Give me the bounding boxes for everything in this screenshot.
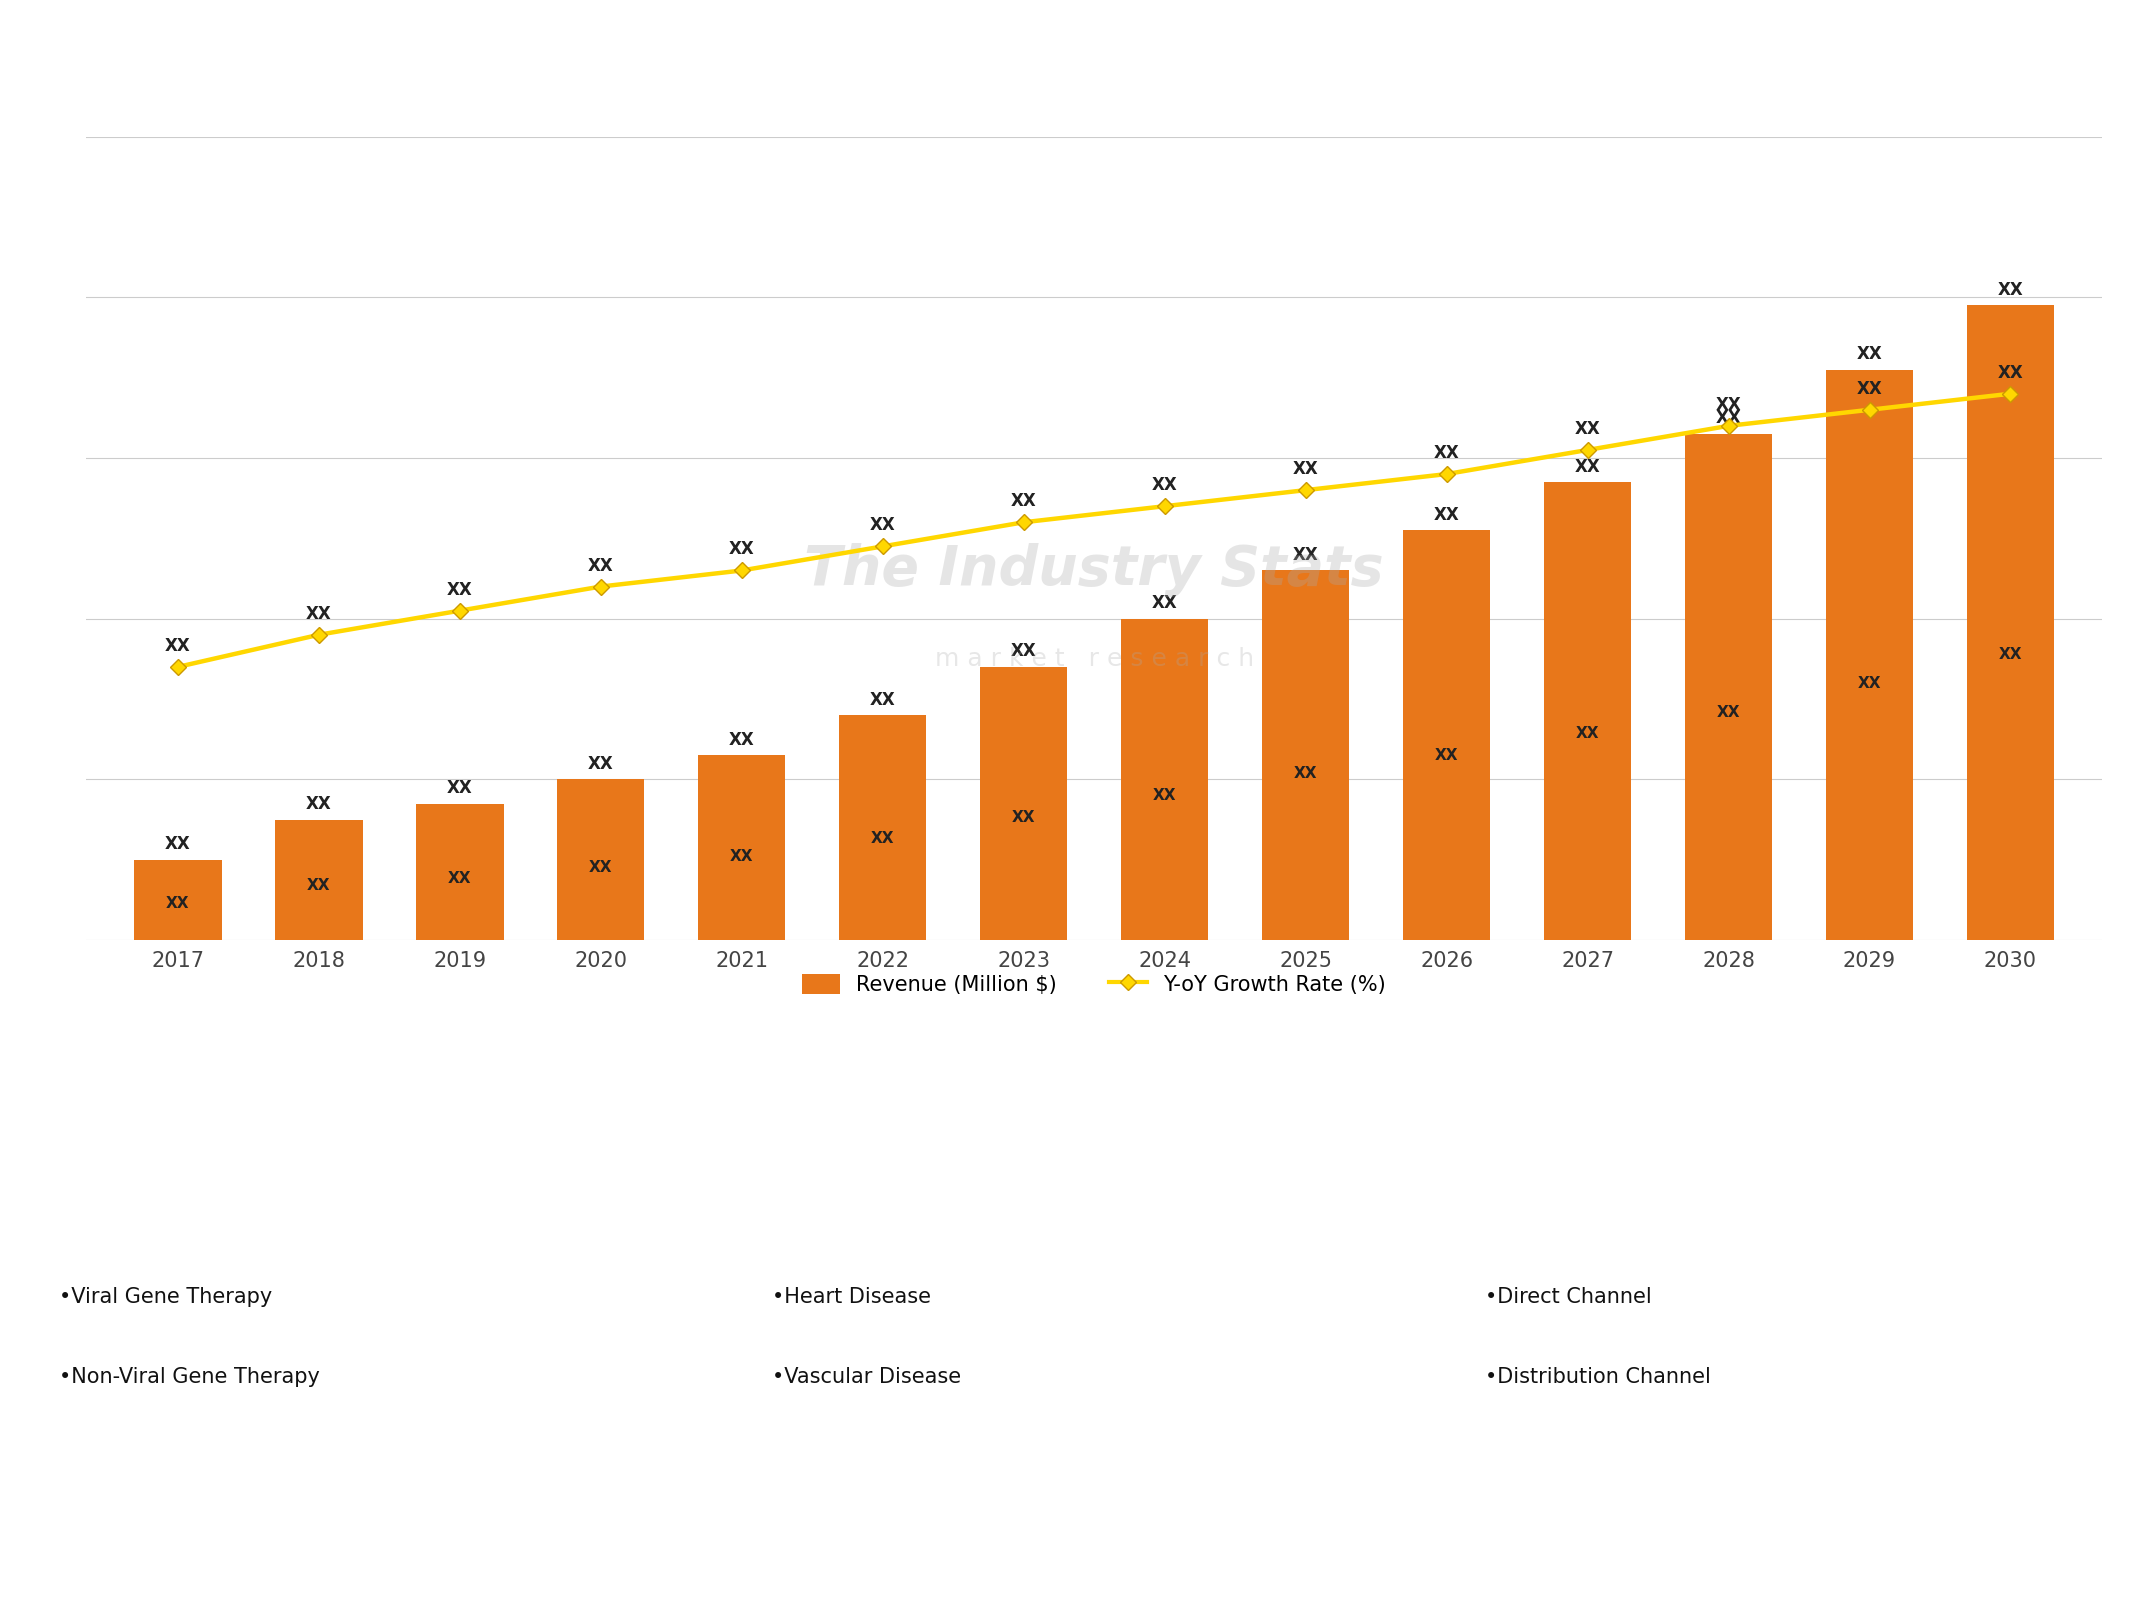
Text: XX: XX [306,879,330,893]
Legend: Revenue (Million $), Y-oY Growth Rate (%): Revenue (Million $), Y-oY Growth Rate (%… [793,966,1395,1003]
Text: XX: XX [871,831,895,847]
Bar [134,860,222,940]
Text: XX: XX [166,897,190,911]
Bar [1121,619,1207,940]
Text: Fig. Global Gene Therapy on Cardiovascular Disease Market Status and Outlook: Fig. Global Gene Therapy on Cardiovascul… [26,43,1339,71]
Text: XX: XX [1574,458,1600,476]
Bar [276,820,362,940]
Bar [699,755,785,940]
Text: XX: XX [1294,767,1317,781]
Text: XX: XX [1999,363,2022,381]
Text: •Viral Gene Therapy: •Viral Gene Therapy [58,1287,272,1308]
Text: XX: XX [1576,726,1600,741]
Text: XX: XX [166,636,190,656]
Bar [416,804,505,940]
Text: XX: XX [1999,281,2022,299]
Text: XX: XX [1856,346,1882,363]
Text: XX: XX [1716,705,1740,720]
Text: •Non-Viral Gene Therapy: •Non-Viral Gene Therapy [58,1366,319,1387]
Text: XX: XX [1434,506,1460,524]
Text: XX: XX [1294,460,1319,479]
Text: XX: XX [1858,677,1882,691]
Text: •Heart Disease: •Heart Disease [772,1287,931,1308]
Bar [839,715,927,940]
Text: XX: XX [1434,444,1460,463]
Bar [1826,370,1912,940]
Text: XX: XX [729,540,755,558]
Text: XX: XX [446,779,472,797]
Text: XX: XX [448,871,472,885]
Text: Application: Application [1003,1143,1153,1167]
Text: XX: XX [1011,643,1037,660]
Text: XX: XX [589,556,614,575]
Text: Source: Theindustrystats Analysis: Source: Theindustrystats Analysis [86,1544,431,1562]
Text: XX: XX [1436,749,1457,763]
Text: Website: www.theindustrystats.com: Website: www.theindustrystats.com [1552,1544,1921,1562]
Text: XX: XX [589,860,612,876]
Bar [981,667,1067,940]
Text: XX: XX [1999,648,2022,662]
Text: XX: XX [1151,595,1177,612]
Text: Sales Channels: Sales Channels [1690,1143,1891,1167]
Text: XX: XX [1856,379,1882,399]
Text: XX: XX [1716,410,1742,427]
Bar [1684,434,1772,940]
Text: XX: XX [1153,787,1177,804]
Text: XX: XX [731,850,752,865]
Text: The Industry Stats: The Industry Stats [804,543,1384,598]
Text: XX: XX [1151,476,1177,495]
Text: XX: XX [1574,419,1600,439]
Bar [1966,305,2055,940]
Text: m a r k e t   r e s e a r c h: m a r k e t r e s e a r c h [934,648,1255,670]
Text: XX: XX [1011,810,1035,824]
Text: XX: XX [1716,395,1742,415]
Text: XX: XX [1011,492,1037,511]
Text: XX: XX [1294,546,1319,564]
Text: XX: XX [166,836,190,853]
Text: Email: sales@theindustrystats.com: Email: sales@theindustrystats.com [819,1544,1175,1562]
Text: XX: XX [729,731,755,749]
Text: XX: XX [306,604,332,624]
Bar [1261,570,1350,940]
Text: XX: XX [446,580,472,599]
Text: XX: XX [589,755,614,773]
Text: XX: XX [869,516,895,534]
Text: •Direct Channel: •Direct Channel [1485,1287,1651,1308]
Bar [1544,482,1632,940]
Text: XX: XX [306,795,332,813]
Bar [1404,530,1490,940]
Text: Product Types: Product Types [272,1143,459,1167]
Text: •Distribution Channel: •Distribution Channel [1485,1366,1710,1387]
Text: XX: XX [869,691,895,709]
Bar [556,779,645,940]
Text: •Vascular Disease: •Vascular Disease [772,1366,962,1387]
